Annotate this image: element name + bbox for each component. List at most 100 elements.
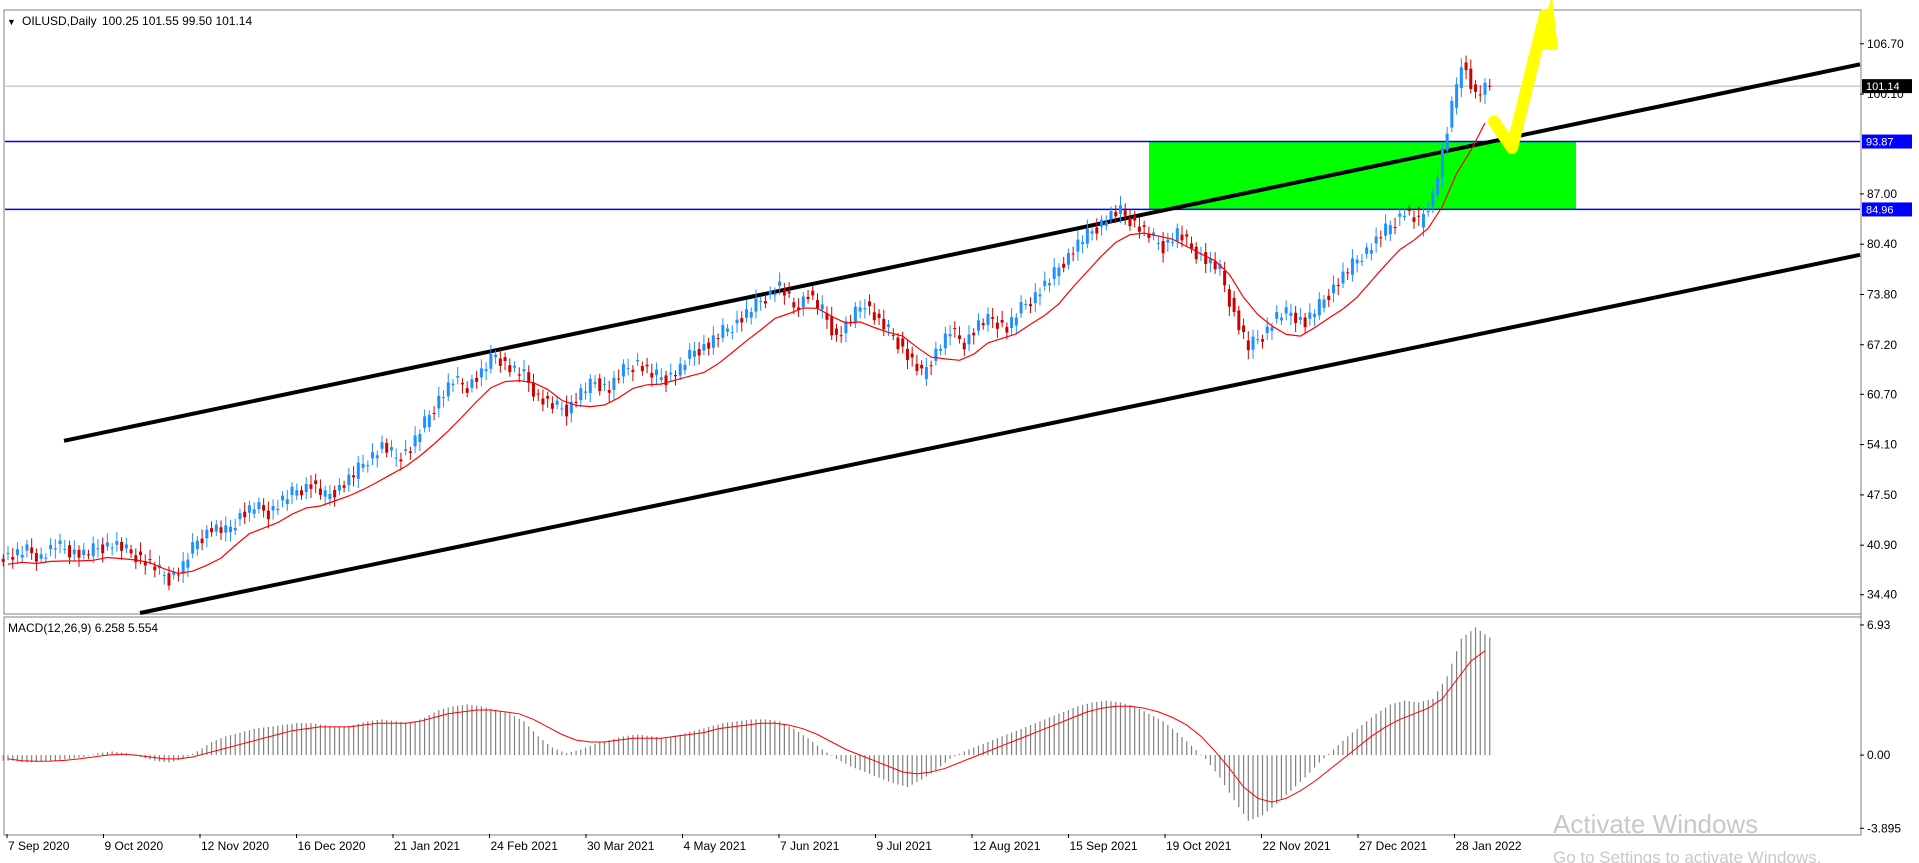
candle-body: [120, 541, 124, 551]
candle-body: [1298, 317, 1302, 320]
candle-body: [181, 561, 185, 574]
candle-body: [1190, 243, 1194, 249]
candle-body: [797, 307, 801, 310]
x-tick-label: 12 Aug 2021: [973, 839, 1041, 853]
x-tick-label: 7 Sep 2020: [8, 839, 70, 853]
candle-body: [1431, 192, 1435, 207]
candle-body: [1261, 339, 1265, 342]
candle-body: [219, 527, 223, 533]
candle-body: [266, 510, 270, 520]
candle-body: [934, 348, 938, 361]
candle-body: [366, 465, 370, 467]
candle-body: [574, 402, 578, 404]
candle-body: [1038, 294, 1042, 297]
candle-body: [1426, 211, 1430, 213]
candle-body: [432, 412, 436, 414]
candle-body: [550, 403, 554, 409]
candle-body: [745, 309, 748, 318]
candle-body: [427, 414, 431, 428]
candle-body: [1464, 62, 1468, 71]
candle-body: [1436, 178, 1440, 195]
candle-body: [678, 363, 682, 376]
candle-body: [82, 549, 86, 555]
candle-body: [361, 463, 365, 468]
activate-windows-subtitle: Go to Settings to activate Windows.: [1553, 848, 1821, 863]
candle-body: [787, 291, 791, 294]
level-tag-0: [1862, 134, 1912, 149]
candle-body: [1062, 263, 1066, 268]
candle-body: [1104, 222, 1108, 226]
candle-body: [697, 348, 701, 356]
candle-body: [371, 452, 375, 459]
candle-body: [1156, 242, 1160, 244]
candle-body: [754, 298, 758, 312]
candle-body: [44, 557, 48, 559]
candle-body: [1052, 267, 1056, 279]
candle-body: [1407, 209, 1411, 211]
candle-body: [1213, 261, 1217, 270]
candle-body: [484, 369, 488, 372]
candle-body: [844, 320, 848, 334]
x-tick-label: 22 Nov 2021: [1263, 839, 1331, 853]
candle-body: [749, 312, 753, 318]
main-plot-layer: [1, 0, 1861, 615]
candle-body: [451, 383, 455, 386]
channel-upper-line: [63, 62, 1861, 443]
candle-body: [20, 554, 24, 558]
macd-y-tick-label: 0.00: [1867, 748, 1891, 762]
candle-body: [262, 505, 266, 511]
candle-body: [1474, 84, 1478, 92]
candle-body: [801, 296, 805, 307]
candle-body: [626, 367, 630, 369]
candle-body: [1483, 82, 1487, 95]
candle-body: [806, 296, 810, 300]
candle-body: [995, 322, 999, 329]
candle-body: [782, 289, 786, 296]
candle-body: [1180, 234, 1184, 241]
candle-body: [309, 484, 313, 489]
candle-body: [186, 559, 190, 568]
candle-body: [659, 377, 663, 381]
candle-body: [726, 328, 730, 332]
candle-body: [920, 364, 924, 369]
candle-body: [508, 365, 512, 373]
candle-body: [834, 328, 838, 335]
main-pane-frame: [3, 9, 1862, 615]
y-tick-label: 80.40: [1867, 237, 1897, 251]
candle-body: [730, 332, 734, 334]
candle-body: [1341, 271, 1345, 284]
candle-body: [527, 372, 531, 383]
candle-body: [588, 378, 592, 394]
candle-body: [404, 449, 408, 451]
candle-body: [702, 344, 706, 351]
candle-body: [1076, 239, 1080, 252]
candle-body: [1024, 304, 1028, 306]
candle-body: [1171, 241, 1175, 243]
candle-body: [333, 490, 337, 498]
x-tick-label: 12 Nov 2020: [201, 839, 269, 853]
candle-body: [617, 378, 621, 380]
candle-body: [1355, 259, 1359, 264]
candle-body: [214, 524, 218, 532]
candle-body: [1071, 253, 1075, 255]
macd-y-tick-label: -3.895: [1867, 821, 1901, 835]
candle-body: [707, 342, 711, 349]
candle-body: [1279, 317, 1283, 321]
candle-body: [640, 366, 644, 372]
candle-body: [1393, 227, 1397, 229]
yellow-arrow-head: [1536, 0, 1558, 50]
candle-body: [446, 382, 450, 397]
candle-body: [1227, 289, 1231, 307]
candle-body: [63, 548, 67, 550]
candle-body: [1100, 219, 1104, 227]
x-tick-label: 15 Sep 2021: [1070, 839, 1138, 853]
candle-body: [593, 382, 597, 384]
x-tick-label: 16 Dec 2020: [298, 839, 366, 853]
candle-body: [442, 397, 446, 399]
symbol-dropdown-icon[interactable]: ▼: [7, 17, 16, 27]
candle-body: [1232, 297, 1236, 312]
candle-body: [655, 369, 659, 376]
candle-body: [1284, 307, 1288, 314]
candle-body: [1412, 217, 1416, 222]
